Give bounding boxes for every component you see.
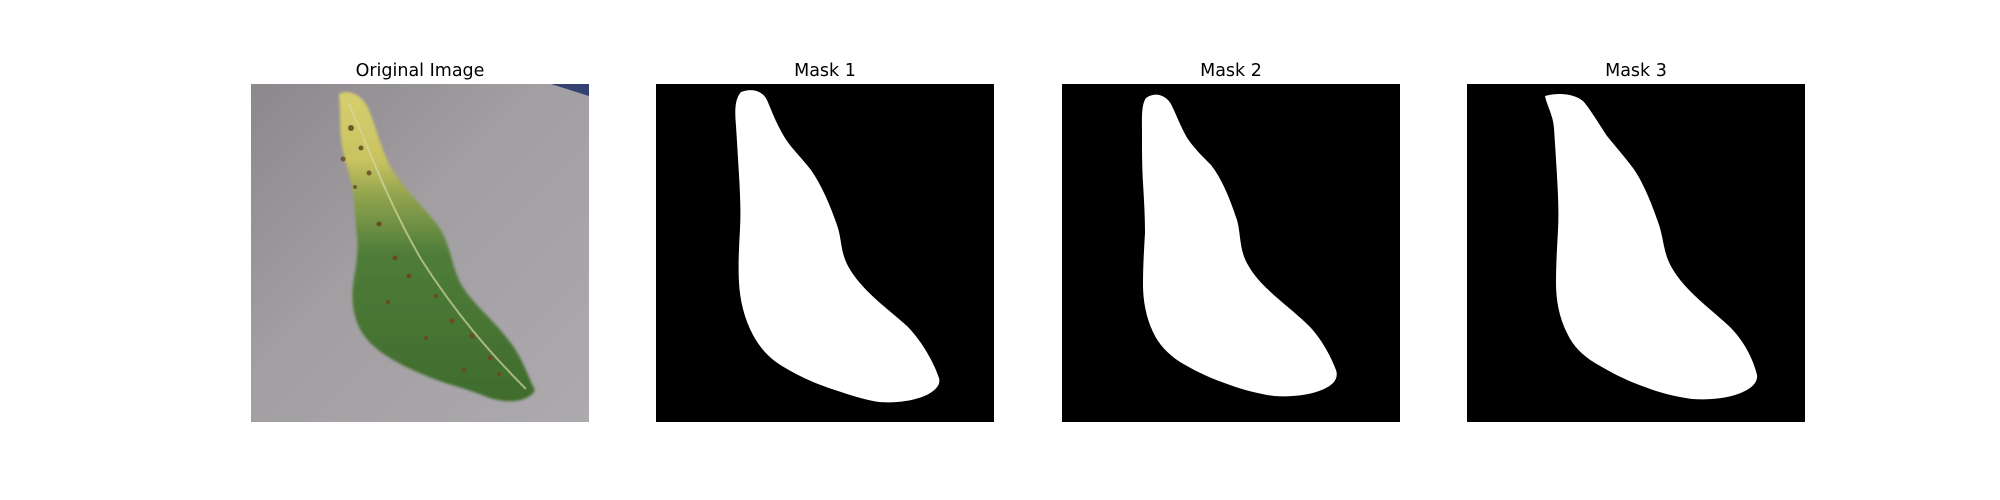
mask-image-2 bbox=[1062, 84, 1400, 422]
panel-title: Mask 2 bbox=[1200, 61, 1262, 81]
figure-panel-original: Original Image bbox=[251, 58, 589, 422]
figure-panel-mask-2: Mask 2 bbox=[1062, 58, 1400, 422]
panel-title: Mask 1 bbox=[794, 61, 856, 81]
leaf-photo bbox=[251, 84, 589, 422]
mask-foreground-2 bbox=[1141, 94, 1337, 397]
panel-title: Mask 3 bbox=[1605, 61, 1667, 81]
mask-foreground-1 bbox=[735, 90, 940, 403]
mask-image-3 bbox=[1467, 84, 1805, 422]
leaf-shape bbox=[339, 92, 535, 402]
panel-title: Original Image bbox=[355, 61, 485, 81]
figure-panel-mask-3: Mask 3 bbox=[1467, 58, 1805, 422]
mask-foreground-3 bbox=[1545, 94, 1758, 400]
mask-image-1 bbox=[656, 84, 994, 422]
figure-panel-mask-1: Mask 1 bbox=[656, 58, 994, 422]
